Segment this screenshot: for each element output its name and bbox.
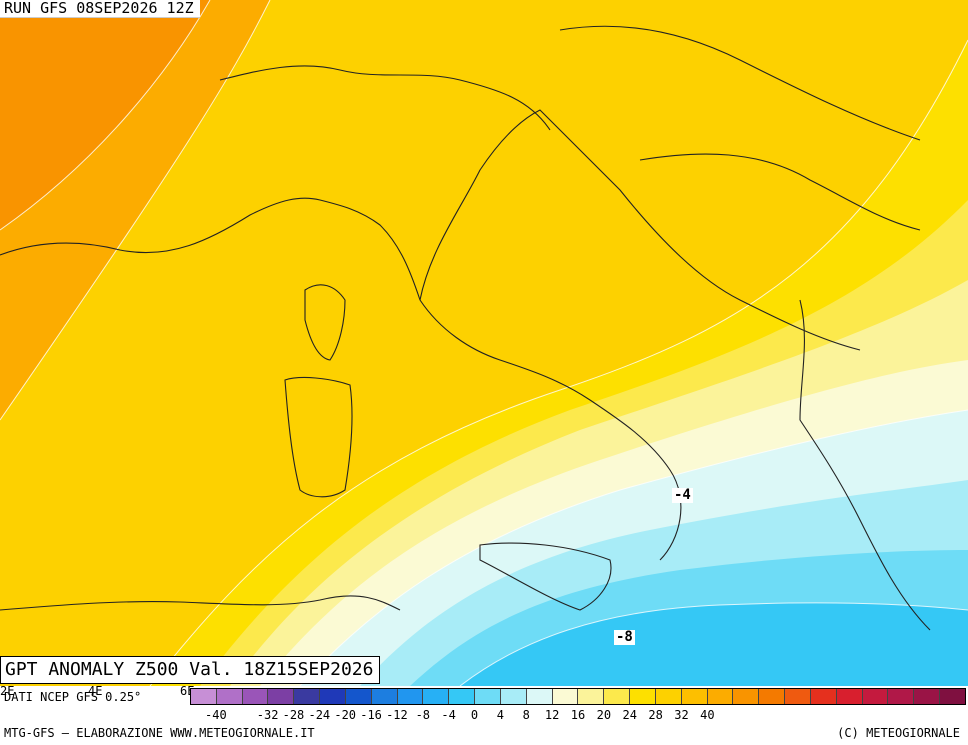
legend-swatch <box>475 689 501 704</box>
legend-tick: 20 <box>596 708 612 722</box>
legend-tick: -24 <box>308 708 331 722</box>
legend-swatch <box>940 689 965 704</box>
product-title: GPT ANOMALY Z500 Val. 18Z15SEP2026 <box>0 656 381 684</box>
footer-copyright: (C) METEOGIORNALE <box>837 726 960 740</box>
legend-tick: -4 <box>441 708 456 722</box>
contour-label-minus-8: -8 <box>614 629 635 645</box>
legend-swatch <box>526 689 553 704</box>
legend-tick: 4 <box>496 708 505 722</box>
color-legend <box>190 688 966 705</box>
legend-tick: -8 <box>415 708 431 722</box>
footer-credit: MTG-GFS — ELABORAZIONE WWW.METEOGIORNALE… <box>4 726 315 740</box>
legend-tick: -20 <box>334 708 357 722</box>
data-source: DATI NCEP GFS 0.25° <box>4 690 142 704</box>
legend-ticks: -40 -32 -28 -24 -20 -16 -12 -8 -4 0 4 8 12 16 20 24 28 32… <box>190 708 966 722</box>
legend-tick: 0 <box>470 708 479 722</box>
contour-label-minus-4: -4 <box>672 487 693 503</box>
legend-swatch <box>294 689 321 704</box>
legend-swatch <box>655 689 682 704</box>
legend-swatch <box>707 689 734 704</box>
legend-tick: -16 <box>360 708 382 722</box>
legend-swatch <box>242 689 269 704</box>
legend-tick: 28 <box>648 708 663 722</box>
legend-tick: -12 <box>386 708 408 722</box>
legend-swatch <box>604 689 631 704</box>
legend-swatch <box>759 689 786 704</box>
legend-tick: 24 <box>622 708 637 722</box>
legend-swatch <box>191 689 217 704</box>
legend-swatch <box>345 689 372 704</box>
anomaly-map <box>0 0 968 686</box>
legend-swatch <box>862 689 889 704</box>
legend-tick: -32 <box>256 708 279 722</box>
legend-tick: 8 <box>522 708 530 722</box>
legend-swatch <box>397 689 424 704</box>
run-title: RUN GFS 08SEP2026 12Z <box>0 0 200 18</box>
legend-tick: -28 <box>282 708 305 722</box>
axis-label-2e: 2E <box>0 684 15 698</box>
legend-swatch <box>578 689 605 704</box>
legend-swatch <box>371 689 398 704</box>
legend-tick: -40 <box>205 708 227 722</box>
legend-swatch <box>500 689 527 704</box>
legend-swatch <box>268 689 295 704</box>
legend-swatch <box>681 689 708 704</box>
legend-swatch <box>216 689 243 704</box>
legend-swatch <box>836 689 863 704</box>
legend-tick: 12 <box>544 708 560 722</box>
axis-label-4e: 4E <box>88 684 103 698</box>
legend-swatch <box>785 689 811 704</box>
legend-tick: 40 <box>700 708 715 722</box>
legend-swatch <box>449 689 476 704</box>
legend-swatch <box>552 689 579 704</box>
legend-swatch <box>630 689 656 704</box>
legend-swatch <box>733 689 760 704</box>
legend-swatch <box>423 689 450 704</box>
legend-swatch <box>810 689 837 704</box>
legend-tick: 32 <box>674 708 689 722</box>
legend-swatch <box>888 689 915 704</box>
legend-tick: 16 <box>570 708 586 722</box>
legend-swatch <box>320 689 346 704</box>
legend-swatch <box>914 689 941 704</box>
